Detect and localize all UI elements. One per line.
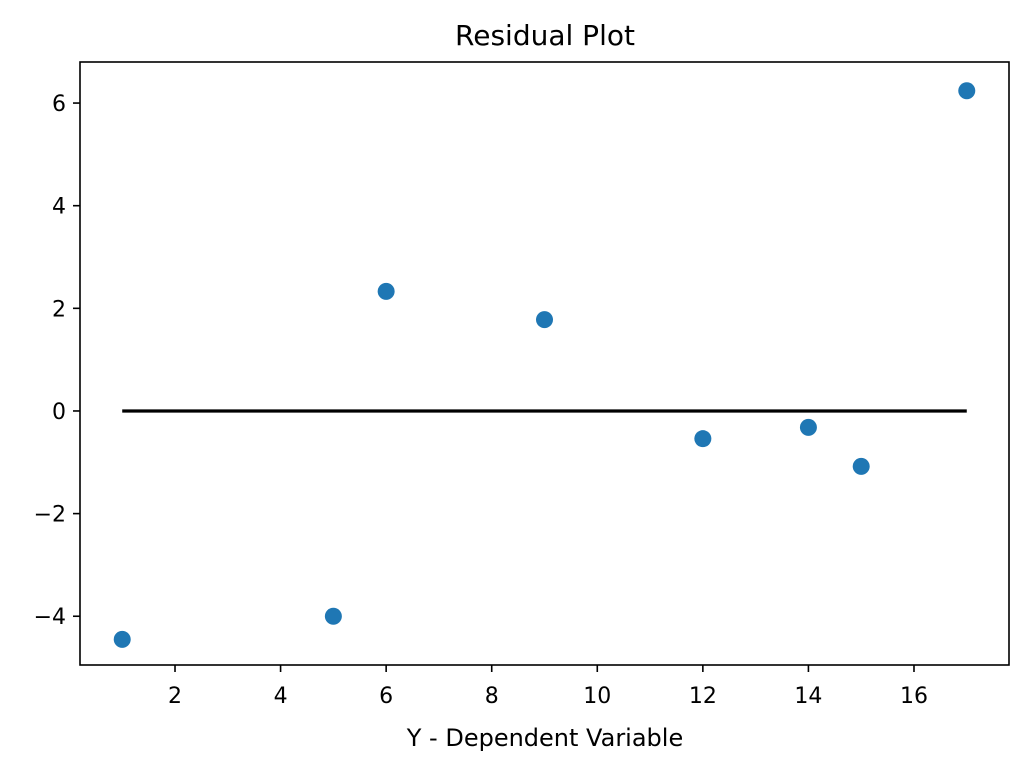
x-tick-label: 10 <box>583 684 611 709</box>
y-tick-label: 6 <box>52 92 66 117</box>
x-tick-label: 6 <box>379 684 393 709</box>
x-tick-label: 8 <box>485 684 499 709</box>
data-point-2 <box>324 607 342 625</box>
data-point-4 <box>536 311 553 329</box>
data-point-5 <box>694 430 712 448</box>
y-tick-label: −2 <box>34 503 66 528</box>
x-tick-label: 2 <box>168 684 182 709</box>
plot-area: 2 4 6 8 10 12 14 16 −4 −2 0 2 4 6 <box>34 61 1010 709</box>
y-tick-label: 4 <box>52 195 66 220</box>
data-point-6 <box>799 418 817 436</box>
data-point-1 <box>113 630 131 648</box>
axes-frame <box>79 61 1010 666</box>
y-tick-label: 0 <box>52 400 66 425</box>
x-tick-label: 14 <box>794 684 822 709</box>
chart-title: Residual Plot <box>455 19 635 52</box>
data-point-7 <box>852 457 870 475</box>
data-point-8 <box>958 82 976 100</box>
data-point-3 <box>377 282 395 300</box>
x-axis-label: Y - Dependent Variable <box>406 724 683 752</box>
x-tick-label: 12 <box>689 684 717 709</box>
x-tick-label: 16 <box>900 684 928 709</box>
y-tick-label: 2 <box>52 297 66 322</box>
y-tick-label: −4 <box>34 605 66 630</box>
x-tick-label: 4 <box>274 684 288 709</box>
